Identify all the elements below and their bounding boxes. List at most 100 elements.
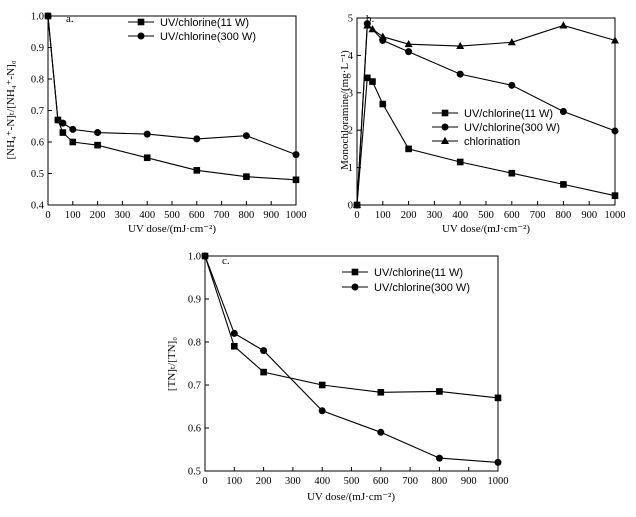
y-tick-label: 4	[348, 51, 354, 62]
x-tick-label: 1000	[605, 210, 626, 221]
y-tick-label: 1	[348, 163, 353, 174]
legend-entry: UV/chlorine(11 W)	[128, 17, 249, 29]
data-point	[143, 154, 151, 162]
data-point	[243, 173, 250, 180]
x-tick-label: 600	[504, 210, 520, 221]
x-tick-label: 800	[432, 476, 448, 487]
y-tick-label: 0.9	[188, 295, 201, 306]
panel-label: b.	[366, 13, 375, 25]
data-point	[456, 158, 464, 166]
data-point	[494, 458, 502, 466]
data-point	[318, 381, 326, 389]
data-point	[260, 368, 267, 376]
x-tick-label: 200	[256, 476, 272, 487]
x-tick-label: 700	[530, 210, 546, 221]
data-point	[611, 127, 619, 135]
chart-panel-3: 0 100 200 300 400 500 600 700 800 900 1000 0.5 0.6 0.…	[166, 252, 509, 504]
data-point	[59, 119, 67, 127]
y-tick-label: 0.7	[31, 106, 44, 117]
data-point	[456, 70, 464, 78]
legend-marker	[441, 123, 449, 131]
legend-label: UV/chlorine(300 W)	[464, 122, 560, 134]
y-tick-label: 3	[348, 88, 353, 99]
y-tick-label: 0.8	[31, 75, 44, 86]
data-point	[436, 388, 443, 395]
x-tick-label: 0	[45, 210, 50, 221]
data-point	[379, 100, 387, 108]
x-tick-label: 400	[314, 476, 330, 487]
data-point	[231, 343, 238, 350]
legend-entry: UV/chlorine(11 W)	[342, 267, 463, 279]
legend-marker	[351, 283, 359, 291]
data-point	[143, 130, 151, 138]
x-tick-label: 0	[202, 476, 207, 487]
y-axis-label: [TN]ₜ/[TN]₀	[166, 337, 178, 391]
data-point	[507, 38, 516, 46]
x-tick-label: 900	[461, 476, 477, 487]
x-tick-label: 500	[164, 210, 180, 221]
data-point	[508, 169, 516, 177]
data-point	[242, 132, 250, 140]
legend-entry: UV/chlorine(300 W)	[432, 122, 560, 134]
x-tick-label: 400	[139, 210, 155, 221]
x-tick-label: 700	[214, 210, 230, 221]
legend-marker	[351, 268, 359, 276]
panel-label: c.	[222, 255, 230, 267]
legend-marker	[137, 18, 145, 26]
legend-label: UV/chlorine(11 W)	[160, 17, 249, 29]
data-point	[364, 74, 371, 82]
chart-panel-1: 0 100 200 300 400 500 600 700 800 900 1000 0.4 0.5 0.…	[5, 12, 307, 236]
data-point	[508, 81, 516, 89]
legend-label: chlorination	[464, 136, 520, 148]
data-point	[193, 167, 201, 174]
legend-entry: UV/chlorine(11 W)	[432, 108, 553, 120]
legend-marker	[441, 136, 449, 144]
plot-frame	[47, 15, 297, 206]
data-point	[292, 176, 300, 184]
data-point	[404, 39, 413, 48]
x-tick-label: 800	[556, 210, 572, 221]
data-point	[260, 347, 268, 355]
x-tick-label: 900	[263, 210, 279, 221]
y-tick-label: 5	[348, 14, 353, 25]
y-axis-label: [NH₄⁺-N]ₜ/[NH₄⁺-N]₀	[5, 60, 17, 159]
x-axis-label: UV dose/(mJ·cm⁻²)	[307, 491, 395, 503]
x-tick-label: 0	[354, 210, 359, 221]
x-tick-label: 800	[239, 210, 255, 221]
data-point	[69, 138, 77, 146]
data-point	[44, 12, 52, 20]
y-tick-label: 0.5	[188, 467, 201, 478]
legend-label: UV/chlorine(11 W)	[374, 267, 463, 279]
data-point	[369, 78, 376, 85]
y-axis-label: Monochloramine/(mg·L⁻¹)	[339, 50, 351, 170]
x-tick-label: 700	[402, 476, 418, 487]
chart-panel-2: 0 100 200 300 400 500 600 700 800 900 1000 0 1 2 3 4 5 UV…	[339, 13, 626, 235]
data-point	[54, 116, 62, 124]
data-point	[611, 192, 619, 199]
legend-label: UV/chlorine(300 W)	[374, 282, 470, 294]
y-tick-label: 0.9	[31, 43, 44, 54]
data-point	[377, 389, 385, 396]
data-point	[94, 129, 102, 137]
x-tick-label: 300	[115, 210, 131, 221]
x-tick-label: 1000	[286, 210, 307, 221]
y-tick-label: 0	[348, 201, 353, 212]
data-point	[201, 252, 209, 260]
x-tick-label: 100	[226, 476, 242, 487]
y-tick-label: 0.5	[31, 169, 44, 180]
data-point	[368, 25, 377, 33]
x-tick-label: 200	[90, 210, 106, 221]
x-tick-label: 500	[478, 210, 494, 221]
legend-entry: UV/chlorine(300 W)	[342, 282, 470, 294]
y-tick-label: 0.4	[31, 201, 45, 212]
y-tick-label: 0.7	[188, 381, 201, 392]
legend-marker	[137, 32, 145, 40]
data-point	[611, 36, 619, 44]
data-point	[59, 129, 67, 136]
data-point	[193, 135, 201, 143]
x-tick-label: 500	[344, 476, 360, 487]
data-point	[494, 394, 502, 402]
data-point	[230, 329, 238, 337]
data-point	[69, 125, 77, 133]
